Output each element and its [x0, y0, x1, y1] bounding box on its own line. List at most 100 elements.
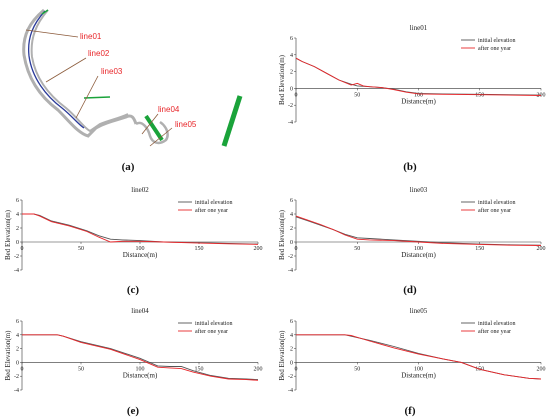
x-tick-label: 100	[136, 366, 145, 372]
site-map-panel: line01 line02 line03 line04 line05	[22, 8, 243, 147]
x-tick-label: 150	[475, 92, 484, 98]
y-axis-label: Bed Elevation(m)	[278, 209, 286, 260]
x-axis-label: Distance(m)	[123, 371, 158, 379]
y-tick-label: -2	[14, 374, 19, 380]
x-tick-label: 0	[21, 366, 24, 372]
x-tick-label: 50	[78, 366, 84, 372]
section-line03	[75, 75, 99, 119]
y-axis-label: Bed Elevation(m)	[278, 54, 286, 105]
legend-entry: initial elevation	[195, 321, 233, 327]
panel-letter-e: (e)	[127, 405, 140, 417]
x-tick-label: 150	[195, 246, 204, 252]
series-line-after	[22, 334, 259, 381]
legend-entry: after one year	[195, 207, 228, 214]
y-tick-label: 0	[16, 360, 19, 366]
panel-letter-f: (f)	[405, 405, 416, 417]
chart-title: line05	[410, 307, 428, 315]
x-tick-label: 0	[21, 246, 24, 252]
chart-title: line03	[410, 186, 428, 194]
y-tick-label: 4	[16, 212, 19, 218]
series-line-after	[22, 213, 259, 245]
y-tick-label: 6	[290, 36, 293, 42]
y-tick-label: 6	[290, 198, 293, 204]
y-tick-label: 2	[290, 226, 293, 232]
x-axis-label: Distance(m)	[401, 97, 436, 105]
y-tick-label: -4	[288, 120, 293, 126]
x-tick-label: 50	[78, 246, 84, 252]
y-tick-label: 0	[290, 240, 293, 246]
chart-title: line04	[131, 307, 149, 315]
legend-entry: after one year	[478, 207, 511, 214]
map-label-line05: line05	[175, 120, 197, 129]
x-tick-label: 50	[354, 366, 360, 372]
y-axis-label: Bed Elevation(m)	[278, 330, 286, 381]
thalweg-line	[27, 10, 85, 129]
structure-mid	[83, 96, 111, 99]
panel-letter-b: (b)	[403, 161, 417, 173]
y-tick-label: 2	[290, 347, 293, 353]
y-tick-label: 0	[290, 360, 293, 366]
y-tick-label: 6	[290, 319, 293, 325]
chart-title: line02	[131, 186, 149, 194]
legend-entry: after one year	[478, 45, 511, 52]
y-tick-label: 4	[16, 333, 19, 339]
y-tick-label: 0	[290, 86, 293, 92]
x-axis-label: Distance(m)	[401, 371, 436, 379]
map-label-line02: line02	[88, 49, 110, 58]
y-tick-label: -4	[14, 268, 19, 274]
y-tick-label: -4	[288, 388, 293, 394]
x-tick-label: 100	[414, 92, 423, 98]
x-tick-label: 0	[295, 92, 298, 98]
panel-letter-a: (a)	[122, 161, 135, 173]
structure-groin	[144, 114, 164, 142]
y-tick-label: -2	[288, 254, 293, 260]
map-label-line03: line03	[101, 67, 123, 76]
x-tick-label: 100	[414, 246, 423, 252]
channel-bank-right	[30, 9, 129, 133]
x-tick-label: 150	[475, 246, 484, 252]
legend-entry: initial elevation	[478, 200, 516, 206]
section-line04	[141, 113, 159, 135]
x-tick-label: 200	[537, 366, 546, 372]
channel-bank-lower	[135, 120, 169, 145]
x-tick-label: 100	[414, 366, 423, 372]
y-tick-label: 2	[16, 347, 19, 353]
structure-isolated	[221, 95, 243, 147]
legend-entry: initial elevation	[478, 321, 516, 327]
legend-entry: after one year	[478, 328, 511, 335]
series-line-after	[295, 57, 542, 96]
y-tick-label: 4	[290, 333, 293, 339]
legend-entry: after one year	[195, 328, 228, 335]
y-axis-label: Bed Elevation(m)	[4, 330, 12, 381]
x-tick-label: 200	[254, 246, 263, 252]
map-label-line04: line04	[158, 105, 180, 114]
series-line-after	[295, 215, 542, 246]
section-line02	[45, 57, 87, 83]
y-tick-label: 6	[16, 198, 19, 204]
section-line05	[149, 127, 173, 147]
x-tick-label: 50	[354, 92, 360, 98]
structure-top	[41, 9, 49, 15]
x-tick-label: 100	[136, 246, 145, 252]
panel-letter-c: (c)	[127, 284, 140, 296]
legend-entry: initial elevation	[478, 38, 516, 44]
y-axis-label: Bed Elevation(m)	[4, 209, 12, 260]
section-line01	[25, 29, 79, 38]
x-axis-label: Distance(m)	[401, 251, 436, 259]
x-tick-label: 200	[537, 246, 546, 252]
x-tick-label: 200	[254, 366, 263, 372]
y-tick-label: 2	[16, 226, 19, 232]
channel-bank-left	[22, 8, 138, 138]
y-tick-label: 4	[290, 53, 293, 59]
x-tick-label: 150	[195, 366, 204, 372]
chart-title: line01	[410, 24, 428, 32]
x-axis-label: Distance(m)	[123, 251, 158, 259]
x-tick-label: 0	[295, 246, 298, 252]
y-tick-label: 6	[16, 319, 19, 325]
x-tick-label: 0	[295, 366, 298, 372]
